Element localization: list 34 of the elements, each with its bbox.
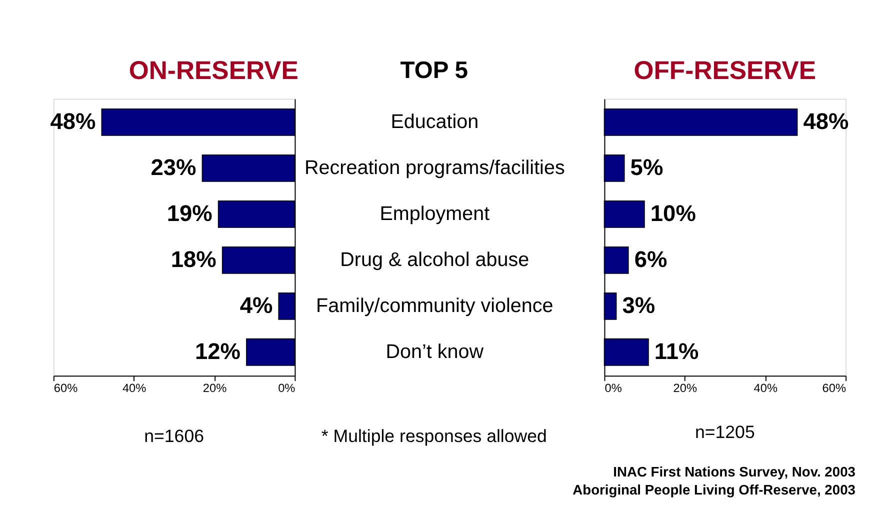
text: TOP 5 (400, 58, 468, 84)
data-label: 6% (634, 246, 668, 272)
y-tick-label: Drug & alcohol abuse (340, 249, 530, 272)
data-label: 48% (50, 108, 96, 134)
data-label: 18% (170, 246, 216, 272)
y-tick-label: Education (390, 111, 479, 134)
x-tick-label: 0% (604, 380, 622, 395)
x-tick-label: 60% (822, 380, 846, 395)
data-label: 10% (650, 200, 696, 226)
data-label: 19% (166, 200, 212, 226)
data-label: 5% (630, 154, 664, 180)
y-tick-label: Employment (380, 203, 490, 226)
x-tick-label: 40% (122, 380, 147, 395)
text: n=1606 (144, 426, 204, 446)
data-label: 23% (150, 154, 196, 180)
chart-title: OFF-RESERVE (634, 56, 816, 85)
data-label: 48% (803, 108, 849, 134)
x-tick-label: 20% (202, 380, 228, 395)
data-label: 3% (622, 292, 656, 318)
text: Aboriginal People Living Off-Reserve, 2003 (572, 481, 856, 498)
x-tick-label: 0% (278, 380, 296, 395)
x-tick-label: 60% (54, 380, 78, 395)
text: INAC First Nations Survey, Nov. 2003 (613, 464, 856, 480)
text: * Multiple responses allowed (321, 426, 547, 446)
x-tick-label: 20% (673, 380, 698, 395)
data-label: 12% (195, 338, 241, 364)
y-tick-label: Family/community violence (316, 295, 554, 318)
data-label: 4% (240, 292, 273, 318)
y-tick-label: Recreation programs/facilities (304, 157, 565, 180)
y-tick-label: Don’t know (386, 341, 484, 364)
x-tick-label: 40% (754, 380, 778, 395)
text: n=1205 (694, 422, 755, 442)
chart-title: ON-RESERVE (128, 56, 298, 85)
data-label: 11% (654, 338, 699, 364)
